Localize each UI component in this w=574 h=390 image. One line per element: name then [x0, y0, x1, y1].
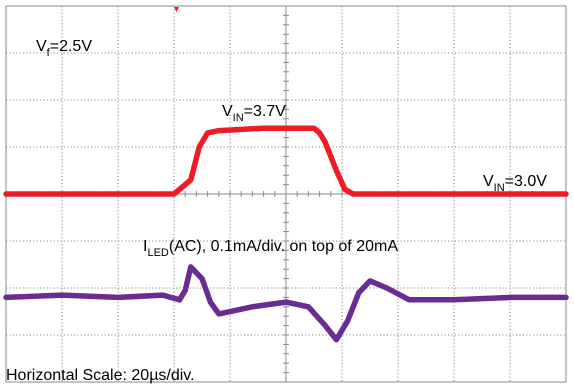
- iled-trace: [3, 264, 569, 343]
- horizontal-scale-label: Horizontal Scale: 20µs/div.: [6, 367, 195, 384]
- vin-low-label: VIN=3.0V: [483, 173, 547, 194]
- iled-label: ILED(AC), 0.1mA/div. on top of 20mA: [143, 238, 398, 259]
- trigger-marker: [174, 7, 179, 12]
- vin-trace: [3, 125, 569, 197]
- vin-high-label: VIN=3.7V: [222, 103, 286, 124]
- vf-label: Vf=2.5V: [36, 38, 92, 59]
